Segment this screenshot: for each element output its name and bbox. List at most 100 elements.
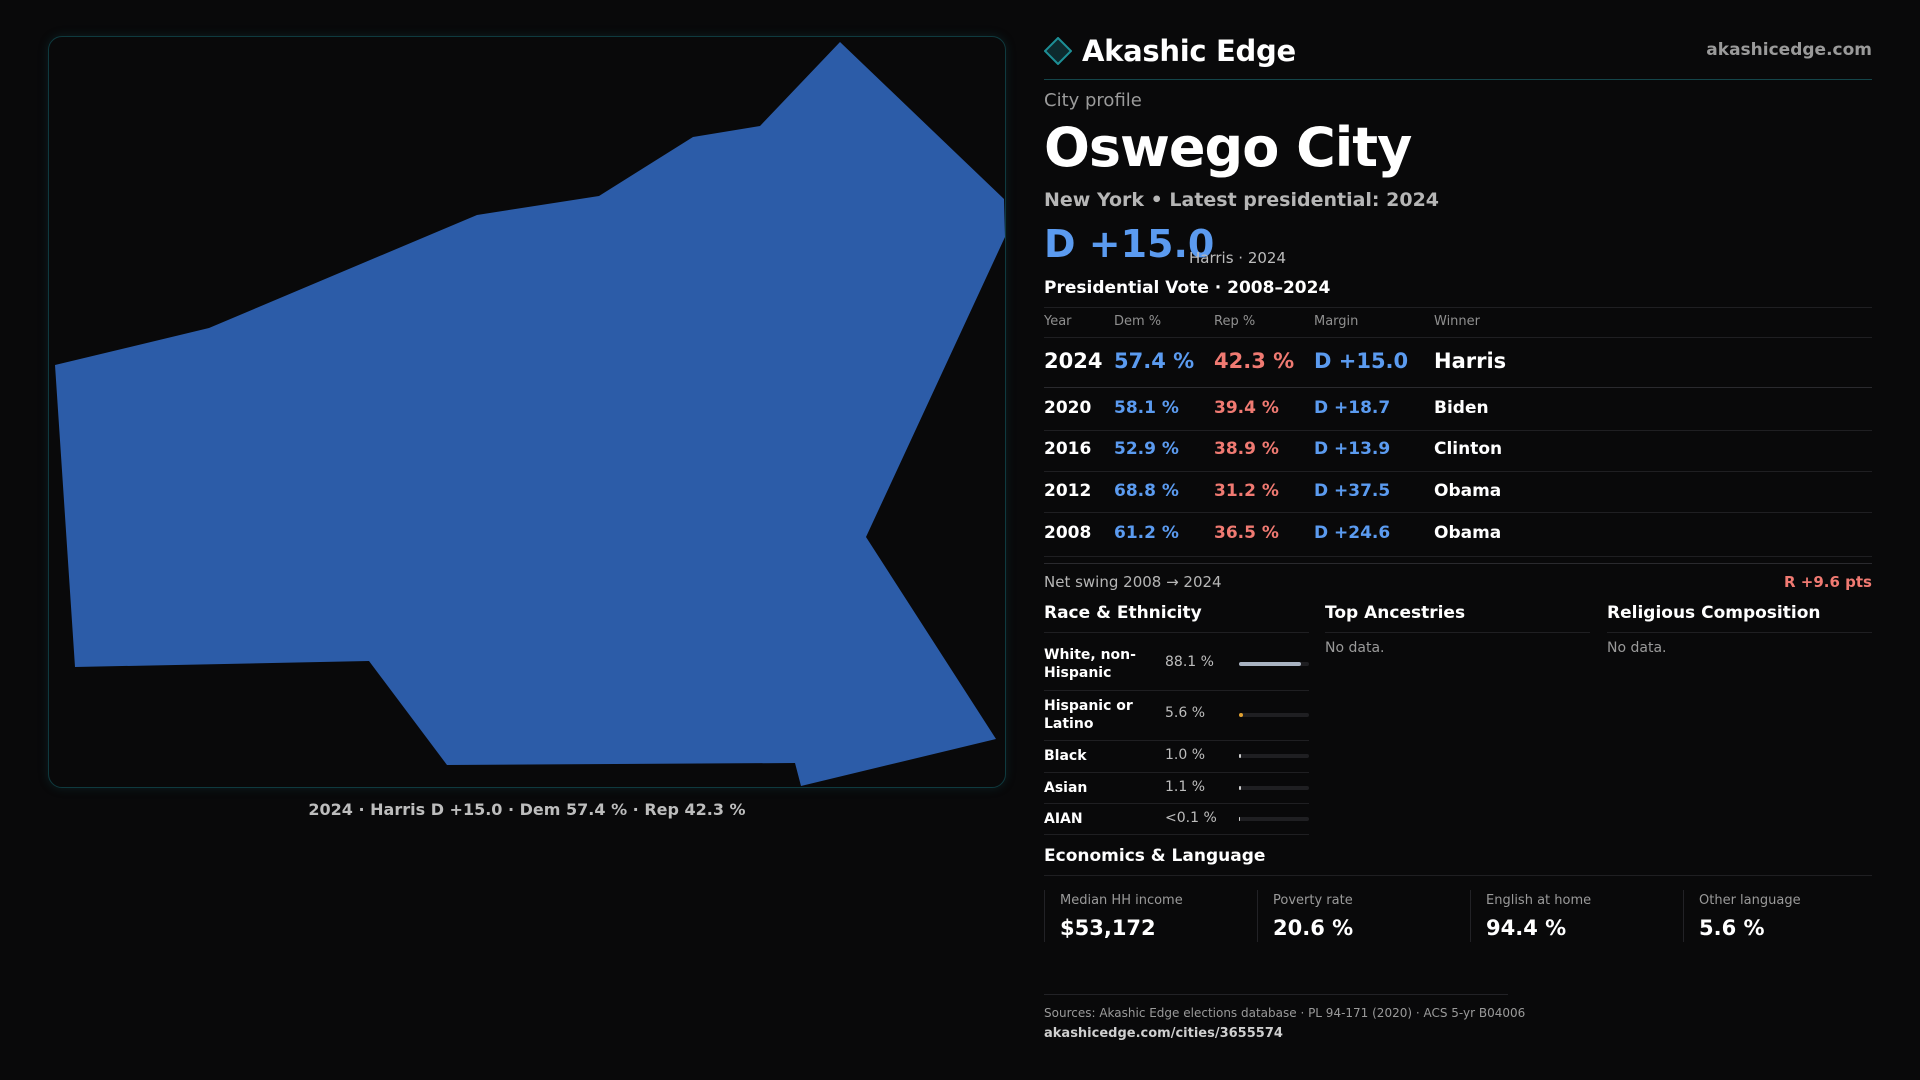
- latest-margin-note: Harris · 2024: [1189, 249, 1287, 267]
- row-year: 2020: [1044, 398, 1092, 418]
- page-title: Oswego City: [1044, 116, 1412, 179]
- diamond-logo-icon: [1044, 37, 1072, 65]
- row-margin: D +13.9: [1314, 439, 1391, 459]
- divider: [1044, 563, 1872, 564]
- map-caption: 2024 · Harris D +15.0 · Dem 57.4 % · Rep…: [308, 800, 746, 819]
- stat-poverty-rate: Poverty rate 20.6 %: [1257, 890, 1447, 942]
- stat-value: $53,172: [1060, 916, 1156, 940]
- profile-eyebrow: City profile: [1044, 90, 1142, 111]
- row-rep: 38.9 %: [1214, 439, 1279, 459]
- row-year: 2008: [1044, 523, 1092, 543]
- religion-empty: No data.: [1607, 640, 1667, 656]
- race-label: Black: [1044, 748, 1087, 764]
- race-bar-track: [1239, 662, 1309, 666]
- col-year: Year: [1044, 314, 1072, 329]
- brand[interactable]: Akashic Edge: [1044, 34, 1296, 68]
- ancestries-empty: No data.: [1325, 640, 1385, 656]
- race-bar-track: [1239, 754, 1309, 758]
- race-bar-fill: [1239, 662, 1301, 666]
- row-year: 2024: [1044, 349, 1103, 373]
- city-url-link[interactable]: akashicedge.com/cities/3655574: [1044, 1026, 1283, 1041]
- row-winner: Clinton: [1434, 439, 1503, 459]
- profile-subtitle: New York • Latest presidential: 2024: [1044, 189, 1440, 211]
- race-bar-fill: [1239, 817, 1240, 821]
- stat-value: 94.4 %: [1486, 916, 1567, 940]
- stat-value: 20.6 %: [1273, 916, 1354, 940]
- race-bar-fill: [1239, 754, 1241, 758]
- race-value: 88.1 %: [1165, 654, 1214, 670]
- row-rep: 36.5 %: [1214, 523, 1279, 543]
- race-bar-track: [1239, 713, 1309, 717]
- footer-divider: [1044, 994, 1508, 995]
- race-value: 1.1 %: [1165, 779, 1206, 795]
- race-label: AIAN: [1044, 811, 1083, 827]
- divider: [1044, 632, 1309, 633]
- row-rep: 31.2 %: [1214, 481, 1279, 501]
- religion-title: Religious Composition: [1607, 603, 1821, 623]
- header-divider: [1044, 79, 1872, 80]
- row-dem: 68.8 %: [1114, 481, 1179, 501]
- stat-label: Median HH income: [1060, 893, 1183, 908]
- row-rep: 42.3 %: [1214, 349, 1295, 373]
- stat-label: Poverty rate: [1273, 893, 1353, 908]
- stat-other-language: Other language 5.6 %: [1683, 890, 1873, 942]
- divider: [1325, 632, 1590, 633]
- stat-median-income: Median HH income $53,172: [1044, 890, 1234, 942]
- divider: [1044, 387, 1872, 388]
- divider: [1044, 690, 1309, 691]
- row-margin: D +18.7: [1314, 398, 1391, 418]
- row-year: 2016: [1044, 439, 1092, 459]
- net-swing-value: R +9.6 pts: [1784, 573, 1872, 591]
- row-rep: 39.4 %: [1214, 398, 1279, 418]
- row-dem: 61.2 %: [1114, 523, 1179, 543]
- row-winner: Obama: [1434, 523, 1502, 543]
- city-boundary-shape[interactable]: [55, 42, 1005, 786]
- ancestries-title: Top Ancestries: [1325, 603, 1466, 623]
- col-winner: Winner: [1434, 314, 1481, 329]
- race-value: <0.1 %: [1165, 810, 1217, 826]
- race-bar-fill: [1239, 786, 1241, 790]
- stat-english-at-home: English at home 94.4 %: [1470, 890, 1660, 942]
- divider: [1044, 337, 1872, 338]
- row-margin: D +24.6: [1314, 523, 1391, 543]
- divider: [1044, 834, 1309, 835]
- race-bar-track: [1239, 786, 1309, 790]
- row-winner: Biden: [1434, 398, 1489, 418]
- divider: [1044, 430, 1872, 431]
- race-label: Hispanic or Latino: [1044, 698, 1133, 732]
- site-link[interactable]: akashicedge.com: [1706, 40, 1872, 60]
- sources-text: Sources: Akashic Edge elections database…: [1044, 1006, 1526, 1020]
- divider: [1044, 803, 1309, 804]
- divider: [1044, 772, 1309, 773]
- row-winner: Harris: [1434, 349, 1507, 373]
- col-dem: Dem %: [1114, 314, 1162, 329]
- row-dem: 58.1 %: [1114, 398, 1179, 418]
- stat-label: Other language: [1699, 893, 1801, 908]
- vote-table-title: Presidential Vote · 2008–2024: [1044, 278, 1331, 298]
- race-label: Asian: [1044, 780, 1088, 796]
- race-value: 5.6 %: [1165, 705, 1206, 721]
- divider: [1044, 740, 1309, 741]
- race-bar-track: [1239, 817, 1309, 821]
- net-swing-label: Net swing 2008 → 2024: [1044, 573, 1222, 591]
- row-year: 2012: [1044, 481, 1092, 501]
- stat-value: 5.6 %: [1699, 916, 1765, 940]
- race-label: White, non-Hispanic: [1044, 647, 1136, 681]
- divider: [1044, 471, 1872, 472]
- row-margin: D +37.5: [1314, 481, 1391, 501]
- row-dem: 52.9 %: [1114, 439, 1179, 459]
- divider: [1044, 512, 1872, 513]
- row-dem: 57.4 %: [1114, 349, 1195, 373]
- brand-name: Akashic Edge: [1082, 34, 1296, 68]
- row-winner: Obama: [1434, 481, 1502, 501]
- divider: [1607, 632, 1872, 633]
- race-title: Race & Ethnicity: [1044, 603, 1202, 623]
- divider: [1044, 875, 1872, 876]
- col-rep: Rep %: [1214, 314, 1256, 329]
- economics-title: Economics & Language: [1044, 846, 1266, 866]
- stat-label: English at home: [1486, 893, 1592, 908]
- row-margin: D +15.0: [1314, 349, 1409, 373]
- divider: [1044, 307, 1872, 308]
- city-map[interactable]: [48, 36, 1006, 788]
- divider: [1044, 556, 1872, 557]
